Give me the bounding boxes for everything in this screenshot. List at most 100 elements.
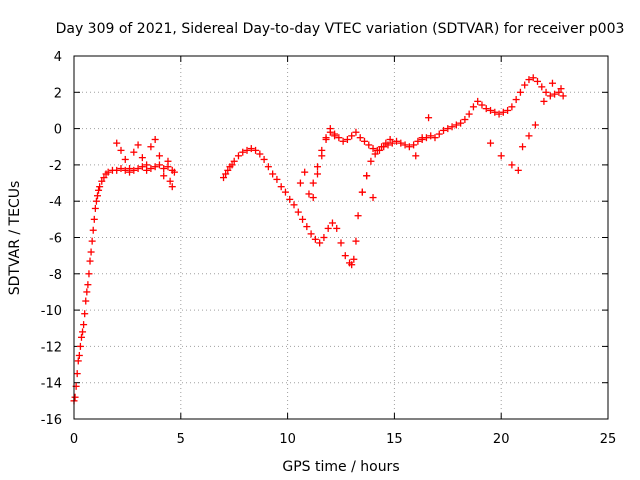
- data-point: [365, 141, 373, 149]
- data-point: [104, 168, 112, 176]
- data-point: [239, 148, 247, 156]
- data-point: [100, 174, 108, 182]
- data-point: [331, 132, 339, 140]
- x-tick-label: 15: [386, 432, 403, 447]
- data-point: [138, 154, 146, 162]
- data-point: [121, 155, 129, 163]
- data-point: [519, 143, 527, 151]
- data-point: [252, 146, 260, 154]
- data-point: [247, 145, 255, 153]
- data-point: [508, 103, 516, 111]
- data-point: [307, 230, 315, 238]
- data-point: [337, 239, 345, 247]
- data-point: [303, 223, 311, 231]
- data-point: [448, 123, 456, 131]
- data-point: [465, 110, 473, 118]
- data-point: [482, 105, 490, 113]
- data-point: [358, 188, 366, 196]
- data-point: [378, 143, 386, 151]
- data-point: [88, 237, 96, 245]
- data-point: [478, 101, 486, 109]
- data-point: [117, 165, 125, 173]
- data-point: [555, 88, 563, 96]
- data-point: [367, 157, 375, 165]
- data-point: [405, 143, 413, 151]
- x-tick-label: 0: [70, 432, 78, 447]
- data-point: [339, 137, 347, 145]
- data-point: [431, 134, 439, 142]
- data-point: [352, 128, 360, 136]
- data-point: [234, 152, 242, 160]
- data-point: [354, 212, 362, 220]
- data-point: [299, 215, 307, 223]
- data-point: [508, 161, 516, 169]
- data-point: [369, 145, 377, 153]
- data-point: [326, 125, 334, 133]
- data-point: [516, 88, 524, 96]
- data-point: [294, 208, 302, 216]
- data-point: [92, 197, 100, 205]
- data-point: [444, 125, 452, 133]
- data-point: [269, 170, 277, 178]
- data-point: [388, 139, 396, 147]
- data-point: [80, 321, 88, 329]
- data-point: [318, 152, 326, 160]
- y-tick-label: 0: [54, 123, 62, 138]
- data-point: [73, 370, 81, 378]
- data-point: [96, 183, 104, 191]
- data-point: [305, 190, 313, 198]
- data-point: [138, 163, 146, 171]
- data-point: [341, 252, 349, 260]
- y-tick-label: -12: [41, 340, 62, 355]
- data-point: [228, 161, 236, 169]
- data-point: [495, 110, 503, 118]
- data-point: [531, 121, 539, 129]
- data-point: [324, 224, 332, 232]
- data-point: [538, 83, 546, 91]
- data-point: [230, 157, 238, 165]
- data-point: [469, 103, 477, 111]
- data-point: [316, 239, 324, 247]
- data-point: [170, 168, 178, 176]
- data-point: [314, 163, 322, 171]
- data-point: [414, 137, 422, 145]
- data-point: [525, 76, 533, 84]
- data-point: [504, 106, 512, 114]
- data-point: [143, 166, 151, 174]
- data-point: [333, 224, 341, 232]
- y-tick-label: -14: [41, 377, 62, 392]
- data-point: [77, 333, 85, 341]
- data-point: [121, 166, 129, 174]
- data-point: [224, 166, 232, 174]
- chart-title: Day 309 of 2021, Sidereal Day-to-day VTE…: [56, 21, 625, 37]
- data-point: [320, 234, 328, 241]
- y-tick-label: -2: [49, 159, 62, 174]
- data-point: [86, 257, 94, 265]
- y-tick-label: -16: [41, 413, 62, 428]
- data-point: [87, 248, 95, 256]
- x-axis-ticks: 0 5 10 15 20 25: [70, 56, 616, 447]
- data-point: [397, 139, 405, 147]
- data-point: [98, 177, 106, 185]
- data-point: [352, 237, 360, 245]
- data-point: [491, 108, 499, 116]
- y-tick-label: 2: [54, 86, 62, 101]
- data-point: [497, 152, 505, 160]
- data-point: [350, 255, 358, 263]
- data-point: [557, 85, 565, 93]
- data-point: [81, 310, 89, 318]
- data-point: [130, 166, 138, 174]
- y-tick-label: 4: [54, 50, 62, 65]
- data-point: [521, 81, 529, 89]
- x-tick-label: 20: [493, 432, 510, 447]
- data-point: [425, 114, 433, 122]
- x-tick-label: 5: [177, 432, 185, 447]
- data-point: [328, 219, 336, 227]
- x-tick-label: 10: [279, 432, 296, 447]
- data-point: [76, 342, 84, 350]
- data-point: [260, 155, 268, 163]
- data-point: [452, 121, 460, 129]
- data-point: [309, 194, 317, 202]
- data-point: [540, 97, 548, 105]
